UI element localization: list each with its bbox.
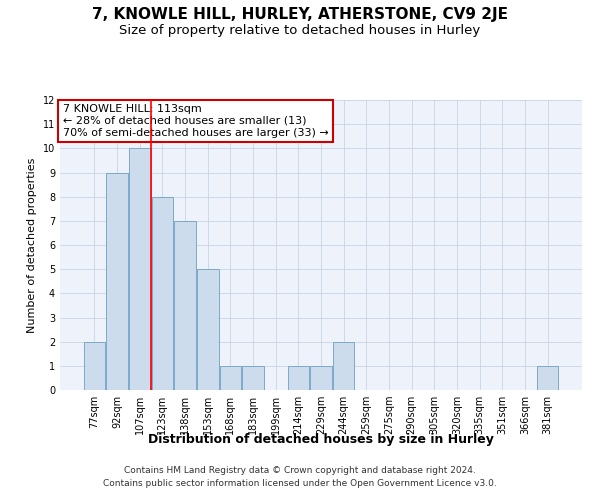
Bar — [197, 269, 218, 390]
Bar — [242, 366, 264, 390]
Bar — [106, 172, 128, 390]
Text: 7, KNOWLE HILL, HURLEY, ATHERSTONE, CV9 2JE: 7, KNOWLE HILL, HURLEY, ATHERSTONE, CV9 … — [92, 8, 508, 22]
Bar — [152, 196, 173, 390]
Bar — [333, 342, 355, 390]
Bar — [84, 342, 105, 390]
Bar — [537, 366, 558, 390]
Bar — [129, 148, 151, 390]
Y-axis label: Number of detached properties: Number of detached properties — [27, 158, 37, 332]
Bar — [220, 366, 241, 390]
Bar — [175, 221, 196, 390]
Bar — [287, 366, 309, 390]
Text: Size of property relative to detached houses in Hurley: Size of property relative to detached ho… — [119, 24, 481, 37]
Text: 7 KNOWLE HILL: 113sqm
← 28% of detached houses are smaller (13)
70% of semi-deta: 7 KNOWLE HILL: 113sqm ← 28% of detached … — [62, 104, 328, 138]
Text: Distribution of detached houses by size in Hurley: Distribution of detached houses by size … — [148, 432, 494, 446]
Text: Contains HM Land Registry data © Crown copyright and database right 2024.
Contai: Contains HM Land Registry data © Crown c… — [103, 466, 497, 487]
Bar — [310, 366, 332, 390]
